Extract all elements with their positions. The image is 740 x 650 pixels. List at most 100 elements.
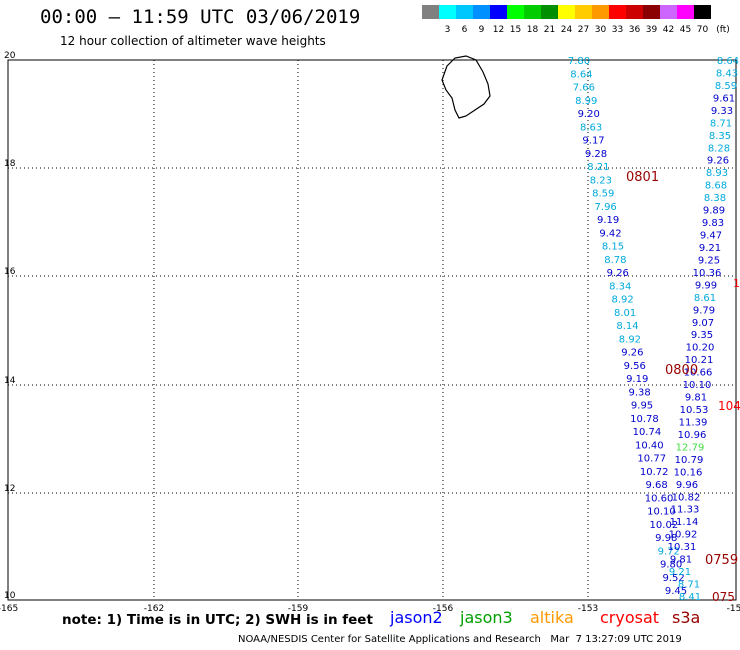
wave-height-label: 9.81 [685,393,707,404]
wave-height-label: 10.10 [683,380,712,391]
wave-height-label: 8.01 [614,308,636,319]
wave-height-label: 8.43 [716,68,738,79]
legend-altika: altika [530,608,574,627]
colorbar-label: 15 [509,25,522,35]
wave-height-label: 8.41 [679,592,701,603]
legend-jason3: jason3 [460,608,513,627]
wave-height-label: 9.81 [670,555,692,566]
colorbar-label: 39 [645,25,658,35]
colorbar-swatch [660,5,677,19]
colorbar-swatch [677,5,694,19]
colorbar-swatch [694,5,711,19]
legend-cryosat: cryosat [600,608,660,627]
x-tick-label: -153 [578,604,598,614]
wave-height-label: 10.16 [674,467,703,478]
x-tick-label: -159 [288,604,309,614]
wave-height-label: 9.07 [692,318,714,329]
colorbar-swatch [524,5,541,19]
wave-height-label: 9.19 [597,215,619,226]
wave-height-label: 9.19 [626,374,648,385]
wave-height-label: 9.83 [702,218,724,229]
wave-height-label: 11.39 [679,417,708,428]
wave-height-label: 8.78 [604,255,626,266]
wave-height-label: 9.26 [707,156,729,167]
wave-height-label: 10.79 [675,455,704,466]
wave-height-label: 9.26 [607,268,629,279]
wave-height-label: 9.98 [655,533,677,544]
y-tick-label: 16 [4,267,16,277]
wave-height-label: 9.89 [703,206,725,217]
wave-height-label: 9.68 [645,480,667,491]
y-tick-label: 20 [4,51,16,61]
colorbar-swatch [575,5,592,19]
wave-height-label: 9.99 [695,280,717,291]
wave-height-label: 9.79 [693,305,715,316]
pass-time-label: 0800 [665,363,698,378]
wave-height-label: 10.02 [650,520,679,531]
y-tick-label: 14 [4,376,16,386]
wave-height-label: 9.61 [713,93,735,104]
wave-height-label: 8.14 [616,321,638,332]
units-note: note: 1) Time is in UTC; 2) SWH is in fe… [62,612,373,628]
island-coastline [441,55,491,119]
colorbar-label: 3 [444,25,451,35]
wave-height-label: 8.63 [580,122,602,133]
wave-height-label: 8.92 [619,334,641,345]
colorbar-swatch [609,5,626,19]
wave-height-label: 9.35 [691,330,713,341]
colorbar-swatch [507,5,524,19]
wave-height-label: 10.10 [647,507,676,518]
colorbar-swatch [473,5,490,19]
colorbar-swatch [456,5,473,19]
colorbar-label: 21 [543,25,556,35]
wave-height-label: 10.66 [684,368,713,379]
wave-height-label: 10.20 [686,343,715,354]
wave-height-label: 10.21 [685,355,714,366]
wave-height-label: 10.60 [645,493,674,504]
x-tick-label: -156 [433,604,454,614]
wave-height-label: 7.80 [568,56,590,67]
colorbar-swatch [592,5,609,19]
wave-height-label: 8.71 [710,118,732,129]
legend-jason2: jason2 [390,608,443,627]
colorbar-label: 33 [611,25,624,35]
legend-s3a: s3a [672,608,701,627]
colorbar-label: 18 [526,25,539,35]
wave-height-label: 10.53 [680,405,709,416]
page-subtitle: 12 hour collection of altimeter wave hei… [60,34,326,48]
wave-height-label: 9.25 [698,255,720,266]
wave-height-label: 8.35 [709,131,731,142]
wave-height-label: 9.20 [578,109,600,120]
wave-height-label: 10.74 [633,427,662,438]
wave-height-label: 10.31 [668,542,697,553]
colorbar-label: 42 [662,25,675,35]
wave-height-label: 10.92 [669,530,698,541]
page-title: 00:00 – 11:59 UTC 03/06/2019 [40,6,361,28]
x-tick-label: -15 [727,604,740,614]
x-tick-label: -162 [144,604,164,614]
wave-height-label: 10.40 [635,440,664,451]
colorbar-swatch [422,5,439,19]
wave-height-label: 9.21 [699,243,721,254]
wave-height-label: 9.21 [669,567,691,578]
colorbar-label: 30 [594,25,607,35]
colorbar-label: 12 [492,25,505,35]
wave-height-label: 9.26 [621,348,643,359]
pass-time-label: 075 [712,590,735,604]
wave-height-label: 8.28 [708,143,730,154]
wave-height-label: 10.77 [637,454,666,465]
colorbar-swatch [439,5,456,19]
wave-height-label: 7.96 [595,202,617,213]
colorbar-label: 6 [461,25,468,35]
wave-height-label: 8.34 [609,281,631,292]
wave-height-label: 8.15 [602,242,624,253]
wave-height-label: 10.82 [672,492,701,503]
colorbar-swatch [558,5,575,19]
colorbar-swatch [490,5,507,19]
wave-height-label: 8.71 [678,580,700,591]
wave-height-label: 8.64 [570,69,592,80]
wave-height-label: 9.38 [628,387,650,398]
wave-height-label: 8.21 [587,162,609,173]
